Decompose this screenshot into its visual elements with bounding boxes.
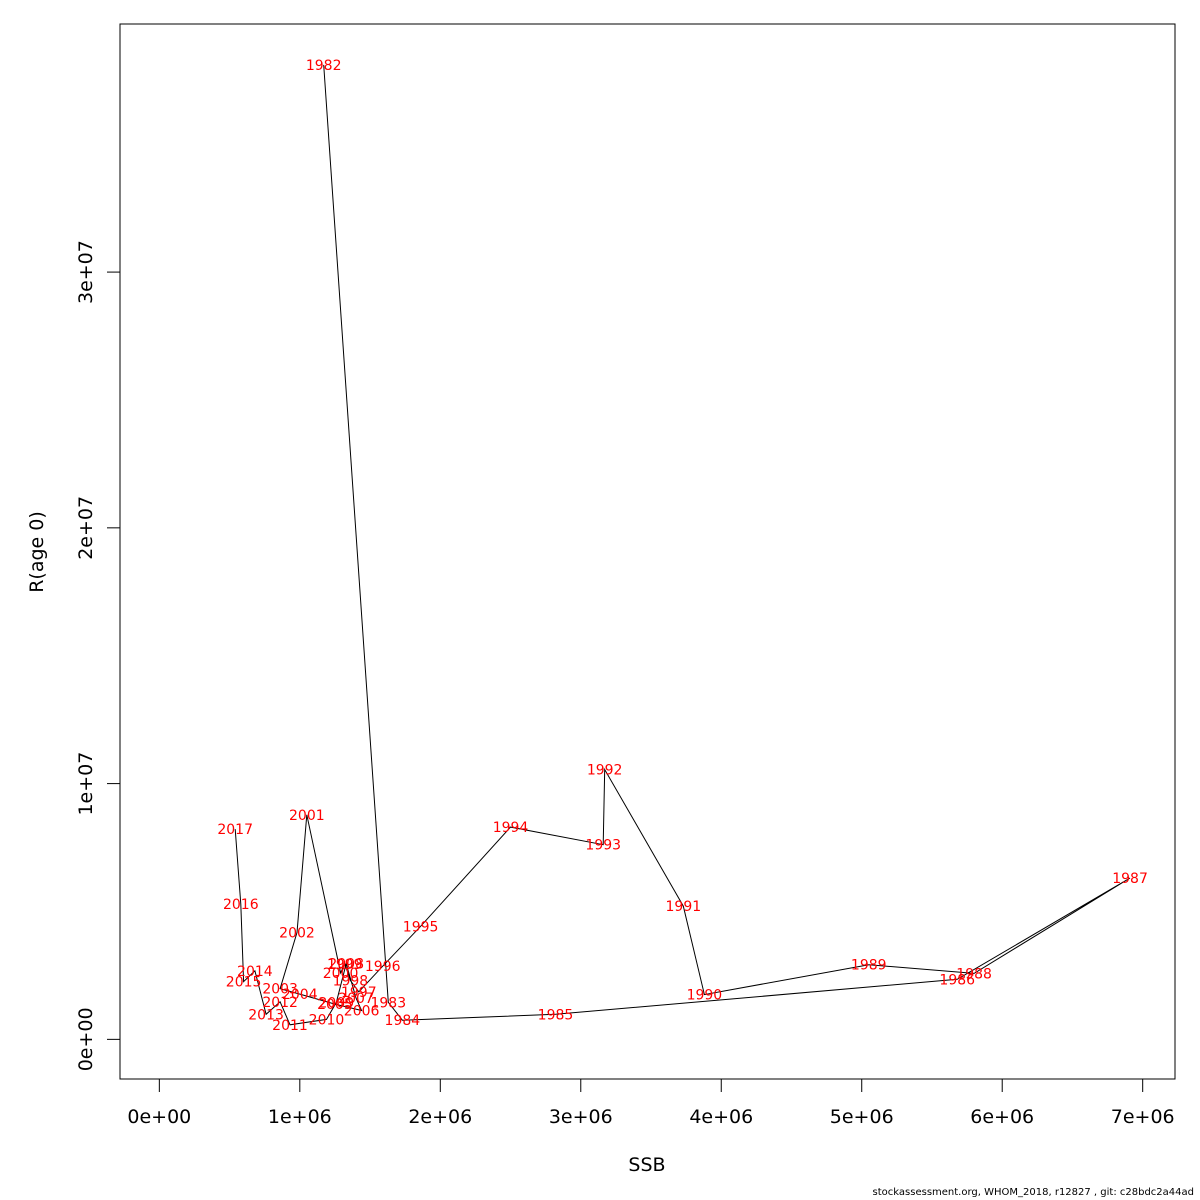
year-label-1994: 1994	[493, 820, 529, 836]
year-label-1982: 1982	[306, 58, 342, 74]
year-label-2005: 2005	[317, 997, 353, 1013]
year-labels: 1982 1983 1984 1985 1986 1987 1988 1989 1990 1991…	[217, 58, 1147, 1034]
year-label-1998: 1998	[333, 974, 369, 990]
y-tick-label: 2e+07	[75, 496, 97, 560]
year-label-2006: 2006	[344, 1003, 380, 1019]
year-label-1993: 1993	[585, 838, 621, 854]
x-tick-label: 3e+06	[549, 1106, 613, 1128]
x-tick-label: 2e+06	[408, 1106, 472, 1128]
year-label-1999: 1999	[327, 957, 363, 973]
year-label-2014: 2014	[237, 964, 273, 980]
series-path	[234, 64, 1131, 1026]
x-tick-label: 5e+06	[830, 1106, 894, 1128]
year-label-2012: 2012	[262, 995, 298, 1011]
x-tick-label: 0e+00	[127, 1106, 191, 1128]
year-label-1987: 1987	[1112, 871, 1148, 887]
year-label-1995: 1995	[403, 919, 439, 935]
year-label-1988: 1988	[956, 966, 992, 982]
year-label-1983: 1983	[370, 995, 406, 1011]
year-label-1991: 1991	[666, 899, 702, 915]
year-label-1996: 1996	[365, 959, 401, 975]
footer-credit: stockassessment.org, WHOM_2018, r12827 ,…	[872, 1187, 1194, 1198]
recruitment-trajectory-line	[234, 64, 1131, 1026]
year-label-2017: 2017	[217, 822, 253, 838]
year-label-2015: 2015	[226, 975, 262, 991]
y-tick-label: 1e+07	[75, 752, 97, 816]
year-label-2016: 2016	[223, 897, 259, 913]
y-tick-label: 0e+00	[75, 1007, 97, 1071]
x-tick-label: 7e+06	[1111, 1106, 1175, 1128]
year-label-2007: 2007	[338, 991, 374, 1007]
x-axis: 0e+00 1e+06 2e+06 3e+06 4e+06 5e+06 6e+06 7e+06	[127, 1078, 1175, 1128]
year-label-2008: 2008	[328, 957, 364, 973]
year-label-2003: 2003	[262, 982, 298, 998]
year-label-2010: 2010	[309, 1012, 345, 1028]
year-label-2013: 2013	[248, 1007, 284, 1023]
year-label-1986: 1986	[939, 972, 975, 988]
year-label-1984: 1984	[385, 1013, 421, 1029]
x-tick-label: 4e+06	[689, 1106, 753, 1128]
year-label-1997: 1997	[341, 985, 377, 1001]
x-tick-label: 6e+06	[970, 1106, 1034, 1128]
year-label-2000: 2000	[323, 966, 359, 982]
year-label-1990: 1990	[687, 988, 723, 1004]
year-label-1985: 1985	[538, 1007, 574, 1023]
year-label-1992: 1992	[587, 763, 623, 779]
x-tick-label: 1e+06	[268, 1106, 332, 1128]
year-label-2004: 2004	[282, 987, 318, 1003]
year-label-2001: 2001	[289, 808, 325, 824]
x-axis-title: SSB	[628, 1154, 665, 1176]
y-axis-title: R(age 0)	[26, 511, 48, 593]
year-label-1989: 1989	[851, 958, 887, 974]
y-tick-label: 3e+07	[75, 240, 97, 304]
year-label-2011: 2011	[272, 1018, 308, 1034]
y-axis: 0e+00 1e+07 2e+07 3e+07	[75, 240, 121, 1071]
year-label-2009: 2009	[319, 996, 355, 1012]
year-label-2002: 2002	[279, 925, 315, 941]
